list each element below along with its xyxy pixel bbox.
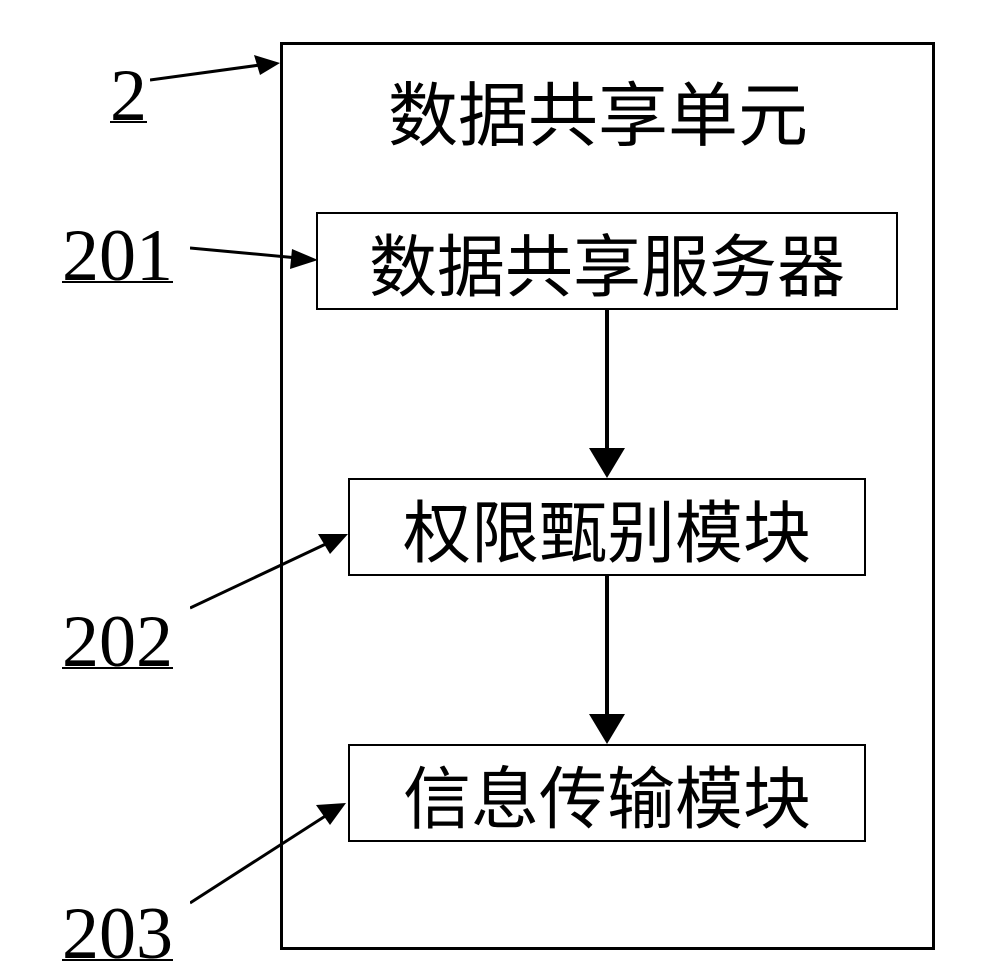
ref-label-2: 2 <box>110 54 147 139</box>
box-data-sharing-server: 数据共享服务器 <box>316 212 898 310</box>
diagram-title: 数据共享单元 <box>388 60 808 161</box>
arrow-connector <box>605 310 609 452</box>
ref-arrow-icon <box>190 530 360 615</box>
ref-arrow-icon <box>150 55 290 85</box>
box-info-transfer-module: 信息传输模块 <box>348 744 866 842</box>
ref-label-202: 202 <box>62 600 173 685</box>
ref-label-203: 203 <box>62 892 173 977</box>
arrow-connector <box>605 576 609 718</box>
box-label: 权限甄别模块 <box>403 478 811 577</box>
arrow-head-icon <box>589 714 625 744</box>
box-permission-module: 权限甄别模块 <box>348 478 866 576</box>
box-label: 数据共享服务器 <box>369 212 845 311</box>
ref-label-201: 201 <box>62 214 173 299</box>
arrow-head-icon <box>589 448 625 478</box>
ref-arrow-icon <box>190 795 360 910</box>
ref-arrow-icon <box>190 240 325 270</box>
box-label: 信息传输模块 <box>403 744 811 843</box>
